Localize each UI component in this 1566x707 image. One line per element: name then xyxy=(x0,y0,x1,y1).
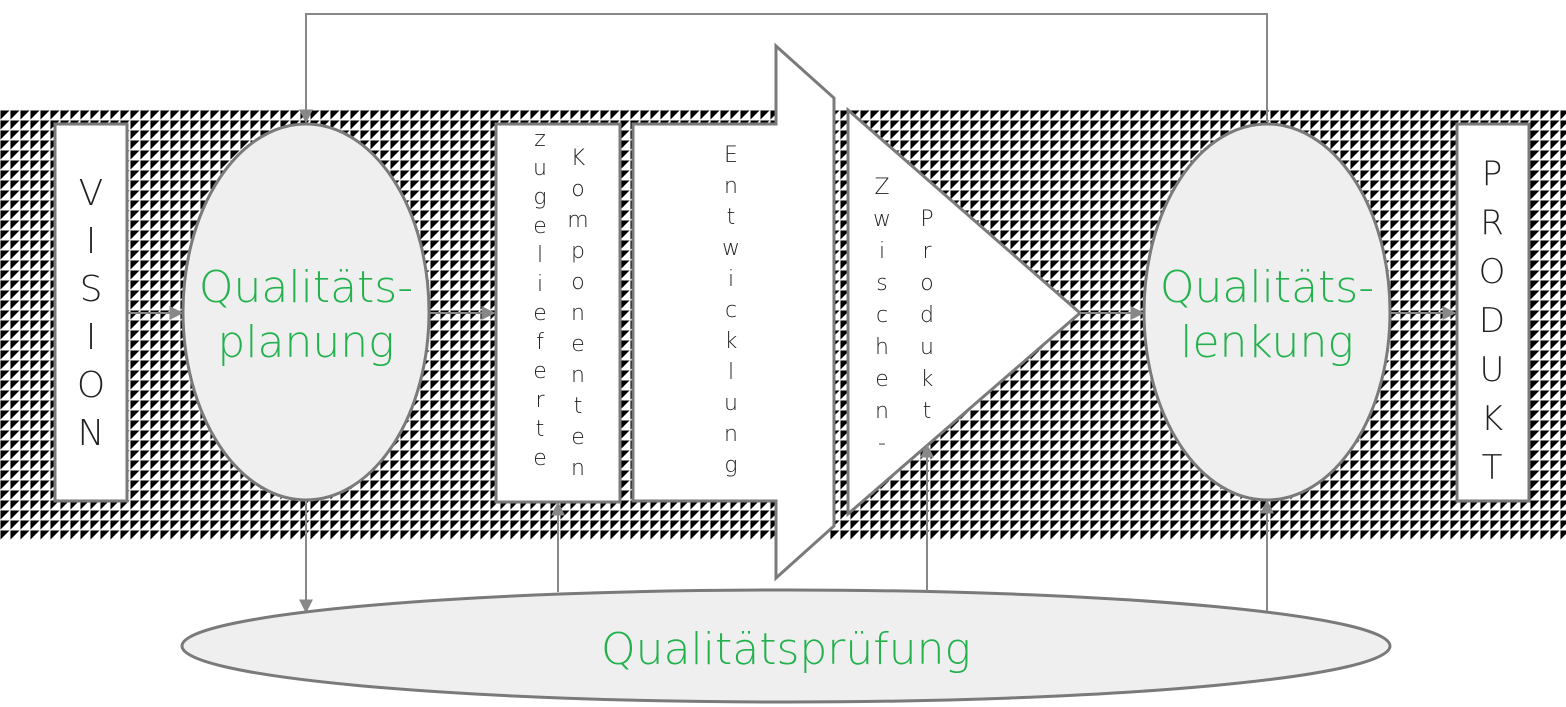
quality-control-line1: Qualitäts- xyxy=(1160,262,1374,313)
product-box xyxy=(1455,122,1531,503)
quality-planning-ellipse xyxy=(181,122,431,502)
quality-testing-ellipse xyxy=(180,588,1392,704)
components-box xyxy=(494,122,622,504)
quality-testing-label: Qualitätsprüfung xyxy=(601,624,971,675)
quality-planning-line2: planung xyxy=(217,317,394,368)
quality-planning-line1: Qualitäts- xyxy=(199,262,413,313)
feedback-loop-line xyxy=(299,13,1268,124)
quality-control-line2: lenkung xyxy=(1180,317,1354,368)
intermediate-product-triangle xyxy=(846,106,1083,518)
development-arrow xyxy=(631,42,836,582)
vision-box xyxy=(53,122,129,503)
